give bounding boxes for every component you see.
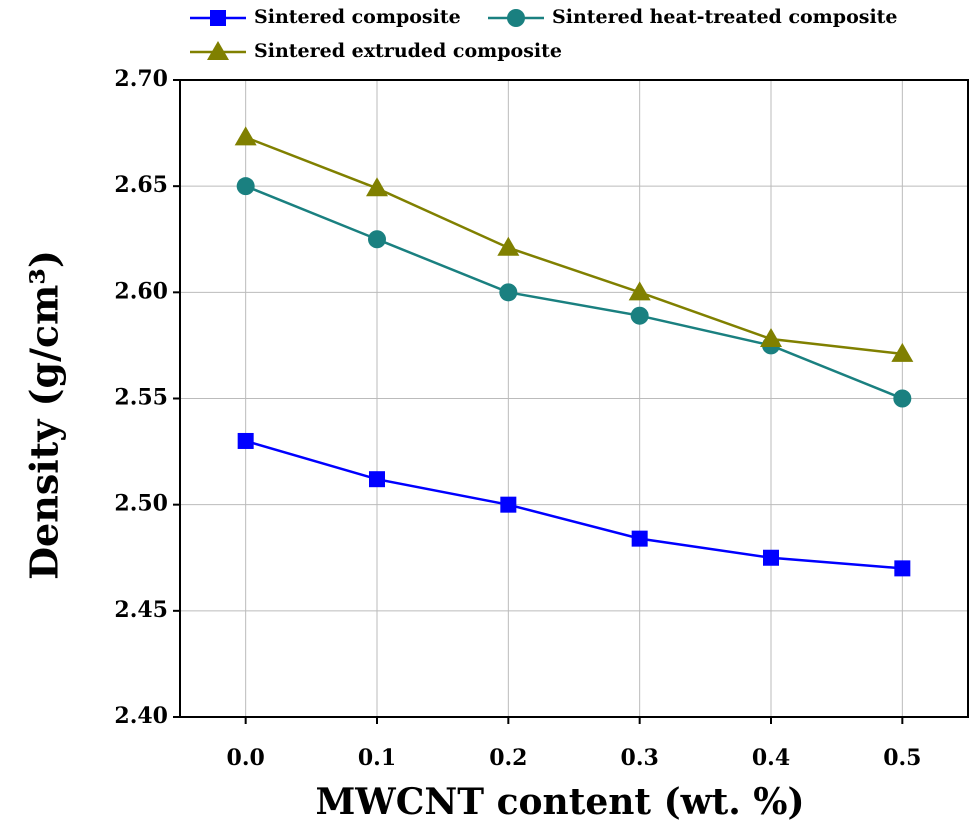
y-axis-label: Density (g/cm³) — [22, 250, 67, 580]
data-point — [236, 177, 255, 196]
legend-marker — [210, 10, 226, 26]
data-point — [628, 281, 651, 301]
data-point — [366, 177, 388, 197]
series-line — [245, 185, 903, 400]
y-tick-label: 2.55 — [114, 385, 168, 411]
data-point — [499, 283, 518, 302]
data-point — [894, 560, 911, 577]
data-point — [237, 432, 254, 449]
data-point — [630, 306, 649, 325]
data-point — [234, 126, 257, 146]
legend-label: Sintered heat-treated composite — [552, 6, 898, 28]
y-tick-label: 2.65 — [114, 172, 168, 198]
plot-frame — [179, 79, 969, 718]
x-tick-label: 0.5 — [883, 745, 921, 771]
data-point — [763, 549, 779, 566]
y-tick-label: 2.50 — [114, 491, 168, 517]
y-tick-label: 2.45 — [114, 597, 168, 623]
x-tick-label: 0.1 — [358, 745, 396, 771]
data-point — [760, 328, 782, 348]
x-tick-label: 0.2 — [489, 745, 527, 771]
data-point — [893, 389, 912, 408]
y-tick-label: 2.60 — [114, 278, 168, 304]
x-axis-label: MWCNT content (wt. %) — [315, 781, 804, 823]
legend-label: Sintered composite — [254, 6, 461, 28]
x-tick-label: 0.0 — [227, 745, 265, 771]
data-point — [497, 236, 520, 256]
x-tick-label: 0.3 — [621, 745, 659, 771]
y-tick-label: 2.40 — [114, 703, 168, 729]
data-point — [369, 471, 385, 488]
legend-marker — [207, 41, 229, 60]
data-point — [891, 342, 914, 362]
legend-label: Sintered extruded composite — [254, 40, 562, 62]
data-point — [368, 230, 386, 249]
data-point — [631, 530, 648, 547]
series-line — [245, 439, 903, 570]
y-tick-label: 2.70 — [114, 66, 168, 92]
series-line — [245, 136, 903, 356]
data-point — [500, 496, 517, 513]
legend-marker — [507, 9, 525, 27]
x-tick-label: 0.4 — [752, 745, 790, 771]
